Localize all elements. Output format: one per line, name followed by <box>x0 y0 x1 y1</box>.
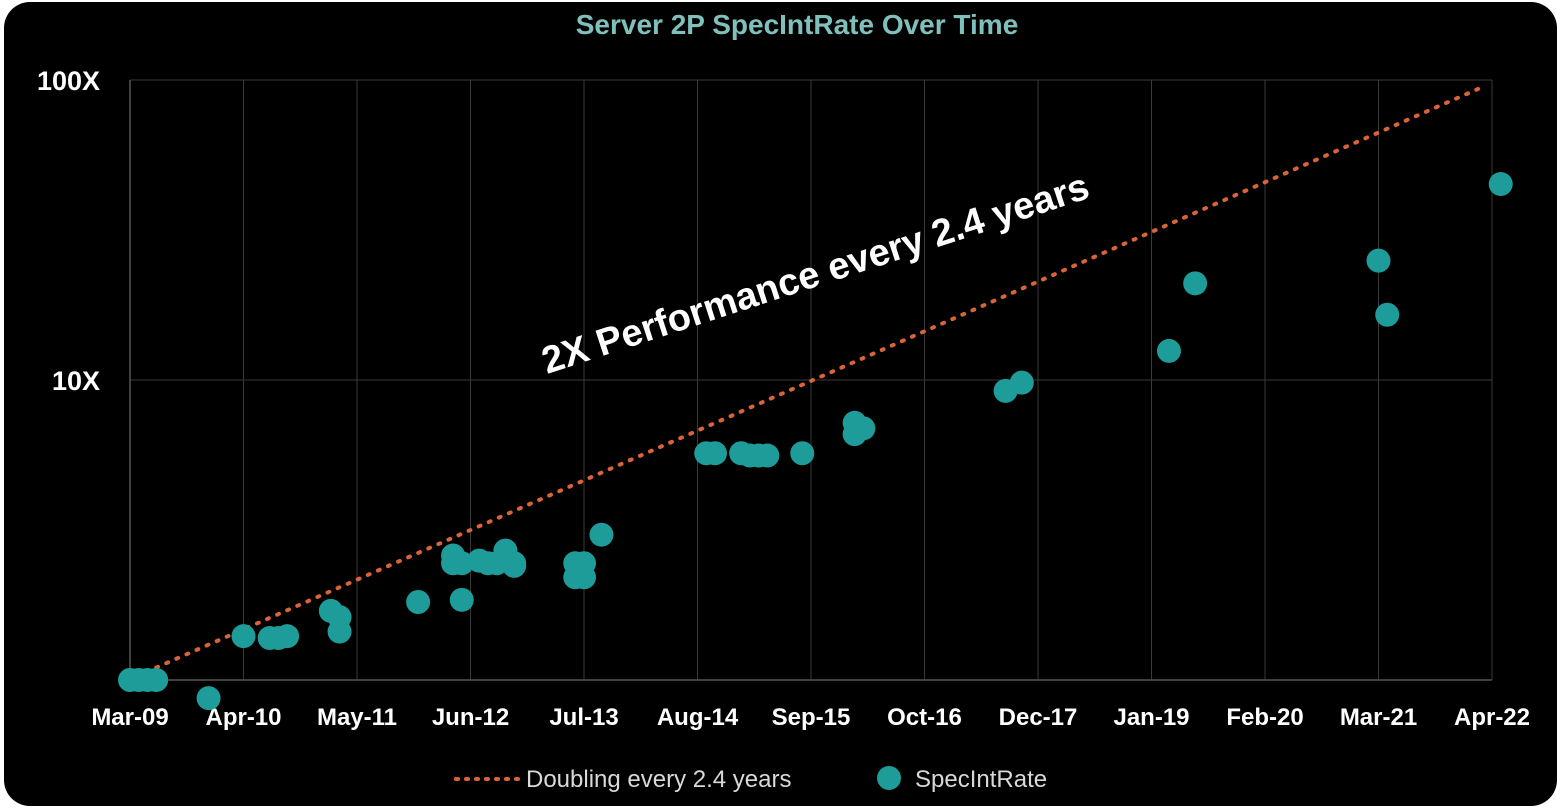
data-point <box>327 619 352 644</box>
legend: Doubling every 2.4 years SpecIntRate <box>454 766 1047 793</box>
data-point <box>1366 248 1391 273</box>
data-point <box>790 441 815 466</box>
data-point <box>1156 338 1181 363</box>
trend-series <box>154 84 1486 670</box>
x-tick-label: Dec-17 <box>999 704 1078 731</box>
x-tick-label: Aug-14 <box>657 704 739 731</box>
data-point <box>231 624 256 649</box>
data-point <box>1488 172 1513 197</box>
data-point <box>406 589 431 614</box>
x-tick-label: Apr-22 <box>1454 704 1530 731</box>
data-point <box>1183 271 1208 296</box>
data-point <box>702 441 727 466</box>
chart-title: Server 2P SpecIntRate Over Time <box>576 9 1019 40</box>
x-tick-label: May-11 <box>317 704 397 731</box>
data-point <box>502 553 527 578</box>
x-tick-label: Feb-20 <box>1226 704 1303 731</box>
data-point <box>196 686 221 711</box>
x-tick-label: Oct-16 <box>887 704 962 731</box>
scatter-chart: Server 2P SpecIntRate Over Time 10X100X … <box>37 9 1530 793</box>
x-tick-label: Apr-10 <box>205 704 281 731</box>
trend-annotation: 2X Performance every 2.4 years <box>537 166 1094 383</box>
legend-point-label: SpecIntRate <box>915 766 1047 793</box>
data-point <box>755 443 780 468</box>
data-point <box>275 624 300 649</box>
chart-frame: Server 2P SpecIntRate Over Time 10X 100X … <box>4 2 1557 806</box>
data-point <box>1375 302 1400 327</box>
data-point <box>449 587 474 612</box>
data-point <box>589 522 614 547</box>
x-tick-label: Mar-09 <box>91 704 168 731</box>
data-point <box>851 416 876 441</box>
x-tick-label: Jul-13 <box>549 704 618 731</box>
data-point <box>572 565 596 590</box>
y-tick-label: 100X <box>37 66 100 96</box>
x-tick-label: Mar-21 <box>1340 704 1417 731</box>
trend-line <box>154 84 1486 670</box>
x-tick-label: Jan-19 <box>1113 704 1189 731</box>
x-axis-ticks: Mar-09 Apr-10 May-11 Jun-12 Jul-13 Aug-14 Sep-… <box>91 704 1530 731</box>
x-tick-label: Jun-12 <box>432 704 509 731</box>
data-point <box>144 668 169 692</box>
data-point <box>1009 370 1034 395</box>
y-tick-label: 10X <box>52 366 100 396</box>
y-axis-ticks: 10X 100X <box>37 66 100 396</box>
legend-point-marker <box>877 766 901 790</box>
legend-trend-label: Doubling every 2.4 years <box>526 766 791 793</box>
scatter-series <box>118 172 1513 711</box>
x-tick-label: Sep-15 <box>772 704 851 731</box>
